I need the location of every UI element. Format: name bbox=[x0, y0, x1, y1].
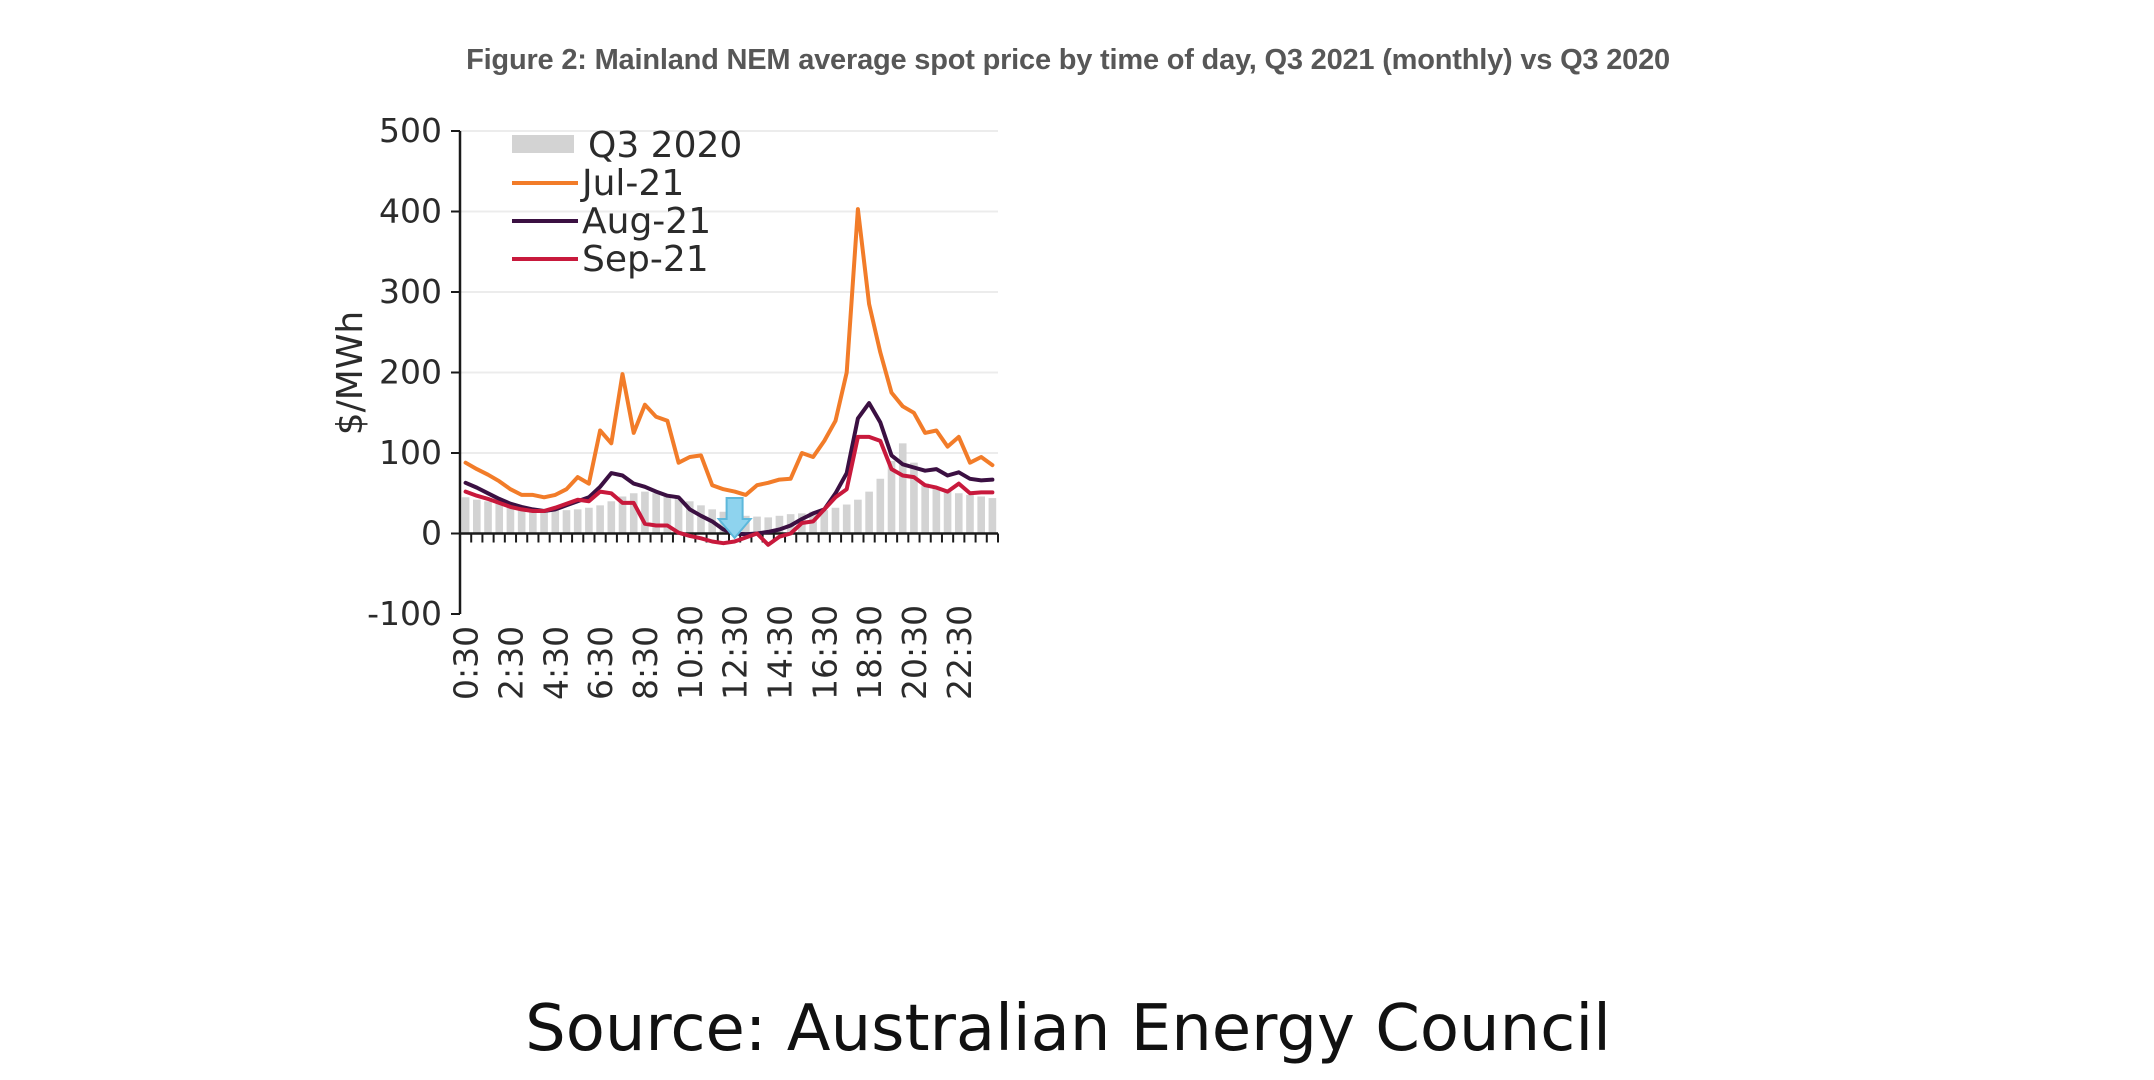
bar-q3-2020 bbox=[753, 516, 761, 534]
bar-q3-2020 bbox=[596, 505, 604, 534]
source-caption: Source: Australian Energy Council bbox=[525, 992, 1611, 1066]
bar-q3-2020 bbox=[674, 498, 683, 534]
bar-q3-2020 bbox=[954, 493, 963, 534]
bar-q3-2020 bbox=[618, 496, 627, 534]
bar-q3-2020 bbox=[775, 515, 784, 534]
bar-q3-2020 bbox=[932, 488, 941, 534]
bar-q3-2020 bbox=[517, 506, 526, 534]
y-tick-label: 500 bbox=[379, 111, 442, 150]
axes: -100 0 100 200 300 400 500 0:30 2:30 4:30 6:30 8:30… bbox=[330, 111, 999, 700]
x-tick-label: 0:30 bbox=[447, 626, 486, 700]
x-tick-label: 2:30 bbox=[491, 626, 530, 700]
y-tick-label: 100 bbox=[379, 433, 442, 472]
bar-q3-2020 bbox=[506, 504, 515, 534]
x-tick-label: 16:30 bbox=[805, 605, 844, 700]
x-tick-label: 4:30 bbox=[536, 626, 575, 700]
y-tick-label: -100 bbox=[367, 594, 442, 633]
series-line-jul-21 bbox=[463, 207, 995, 500]
y-axis-label: $/MWh bbox=[330, 311, 371, 436]
y-tick-label: 200 bbox=[379, 353, 442, 392]
x-tick-label: 22:30 bbox=[940, 605, 979, 700]
bar-q3-2020 bbox=[865, 491, 873, 534]
bar-series-q3-2020 bbox=[461, 443, 997, 534]
bar-q3-2020 bbox=[831, 507, 840, 534]
bar-q3-2020 bbox=[629, 493, 638, 534]
gridlines bbox=[460, 130, 998, 454]
y-tick-label: 0 bbox=[421, 514, 442, 553]
x-tick-label: 14:30 bbox=[760, 605, 799, 700]
bar-q3-2020 bbox=[562, 510, 571, 534]
bar-q3-2020 bbox=[876, 478, 885, 534]
series-line-sep-21 bbox=[463, 434, 995, 547]
bar-q3-2020 bbox=[652, 493, 660, 534]
bar-q3-2020 bbox=[685, 501, 694, 534]
bar-q3-2020 bbox=[977, 496, 985, 534]
bar-q3-2020 bbox=[887, 461, 896, 534]
chart-title: Figure 2: Mainland NEM average spot pric… bbox=[466, 44, 1670, 76]
y-tick-label: 300 bbox=[379, 272, 442, 311]
bar-q3-2020 bbox=[529, 508, 537, 534]
bar-q3-2020 bbox=[910, 462, 918, 534]
bar-q3-2020 bbox=[943, 491, 952, 534]
bar-q3-2020 bbox=[461, 497, 470, 534]
bar-q3-2020 bbox=[573, 509, 582, 534]
x-tick-label: 8:30 bbox=[626, 626, 665, 700]
bar-q3-2020 bbox=[898, 443, 907, 534]
bar-q3-2020 bbox=[540, 509, 548, 534]
bar-q3-2020 bbox=[921, 483, 929, 534]
annotations bbox=[716, 497, 753, 540]
bar-q3-2020 bbox=[585, 507, 593, 534]
x-tick-label: 6:30 bbox=[581, 626, 620, 700]
bar-q3-2020 bbox=[551, 510, 560, 534]
x-tick-label: 18:30 bbox=[850, 605, 889, 700]
bar-q3-2020 bbox=[854, 499, 862, 534]
bar-q3-2020 bbox=[988, 498, 997, 534]
y-tick-label: 400 bbox=[379, 192, 442, 231]
x-tick-label: 10:30 bbox=[671, 605, 710, 700]
bar-q3-2020 bbox=[697, 505, 705, 534]
bar-q3-2020 bbox=[764, 517, 773, 534]
x-tick-label: 20:30 bbox=[895, 605, 934, 700]
bar-q3-2020 bbox=[663, 495, 672, 534]
legend-label-jul-21: Jul-21 bbox=[580, 163, 684, 204]
legend-label-aug-21: Aug-21 bbox=[582, 201, 711, 242]
legend-swatch-q3-2020 bbox=[512, 135, 574, 153]
bar-q3-2020 bbox=[820, 510, 829, 534]
x-tick-label: 12:30 bbox=[716, 605, 755, 700]
legend-label-sep-21: Sep-21 bbox=[582, 239, 709, 280]
chart-area: -100 0 100 200 300 400 500 0:30 2:30 4:30 6:30 8:30… bbox=[330, 111, 999, 700]
bar-q3-2020 bbox=[607, 501, 616, 534]
bar-q3-2020 bbox=[495, 502, 504, 534]
down-arrow-icon bbox=[716, 497, 753, 540]
bar-q3-2020 bbox=[966, 494, 974, 534]
legend-label-q3-2020: Q3 2020 bbox=[588, 125, 742, 166]
bar-q3-2020 bbox=[473, 499, 481, 534]
bar-q3-2020 bbox=[842, 504, 851, 534]
bar-q3-2020 bbox=[484, 501, 492, 534]
bar-q3-2020 bbox=[641, 491, 649, 534]
